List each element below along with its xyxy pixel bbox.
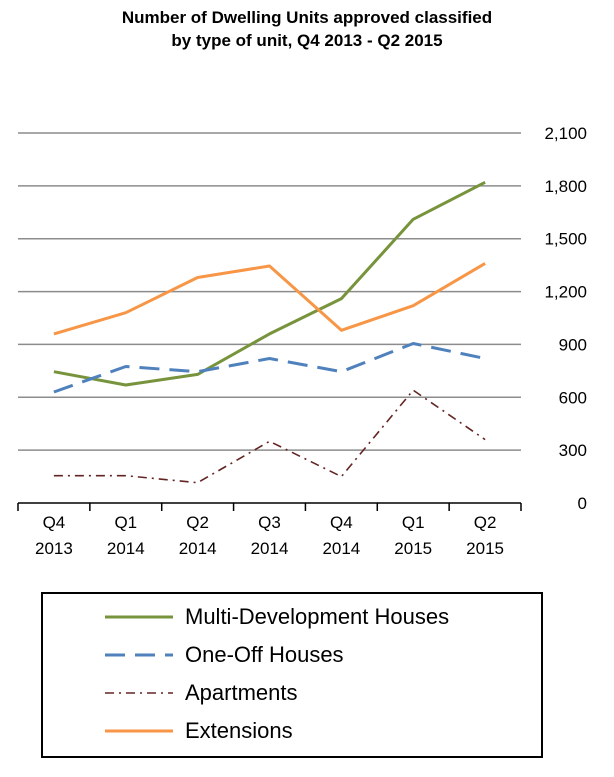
- y-tick-label: 0: [578, 494, 587, 513]
- legend-swatch: [105, 615, 173, 619]
- x-tick-label: 2014: [179, 539, 217, 558]
- series-line-apartments: [53, 389, 486, 484]
- line-chart: 0 300 600 900 1,200 1,500 1,800 2,100 Q4 2013 Q1 20…: [17, 124, 587, 558]
- y-tick-label: 600: [559, 388, 587, 407]
- chart-title-line-2: by type of unit, Q4 2013 - Q2 2015: [171, 31, 443, 50]
- x-tick-label: 2013: [35, 539, 73, 558]
- x-tick-label: Q3: [258, 513, 281, 532]
- x-tick-label: Q4: [330, 513, 353, 532]
- legend-swatch: [105, 653, 173, 657]
- legend-swatch: [105, 729, 173, 733]
- x-tick-label: 2015: [466, 539, 504, 558]
- chart-title-line-1: Number of Dwelling Units approved classi…: [121, 8, 493, 27]
- y-tick-label: 1,200: [544, 283, 587, 302]
- x-tick-label: 2014: [322, 539, 360, 558]
- series-line-multi-development-houses: [53, 180, 486, 387]
- legend-label: Apartments: [185, 680, 298, 705]
- y-tick-label: 2,100: [544, 124, 587, 143]
- x-tick-label: Q1: [402, 513, 425, 532]
- y-tick-label: 300: [559, 441, 587, 460]
- legend-item: Multi-Development Houses: [43, 600, 541, 634]
- x-tick-label: Q4: [43, 513, 66, 532]
- series-line-one-off-houses: [53, 342, 486, 394]
- legend-item: Apartments: [43, 676, 541, 710]
- legend-label: One-Off Houses: [185, 642, 344, 667]
- legend-swatch: [105, 692, 173, 694]
- legend: Multi-Development Houses One-Off Houses Ap…: [41, 592, 543, 758]
- legend-label: Extensions: [185, 718, 293, 743]
- series-line-extensions: [53, 262, 486, 336]
- x-tick-label: Q1: [114, 513, 137, 532]
- legend-item: Extensions: [43, 714, 541, 748]
- y-tick-label: 1,500: [544, 230, 587, 249]
- legend-item: One-Off Houses: [43, 638, 541, 672]
- x-tick-label: 2015: [394, 539, 432, 558]
- x-tick-label: Q2: [474, 513, 497, 532]
- x-tick-label: 2014: [251, 539, 289, 558]
- x-tick-label: Q2: [186, 513, 209, 532]
- legend-label: Multi-Development Houses: [185, 604, 450, 629]
- y-tick-label: 900: [559, 335, 587, 354]
- x-tick-label: 2014: [107, 539, 145, 558]
- y-tick-label: 1,800: [544, 177, 587, 196]
- chart-title: Number of Dwelling Units approved classi…: [0, 6, 614, 52]
